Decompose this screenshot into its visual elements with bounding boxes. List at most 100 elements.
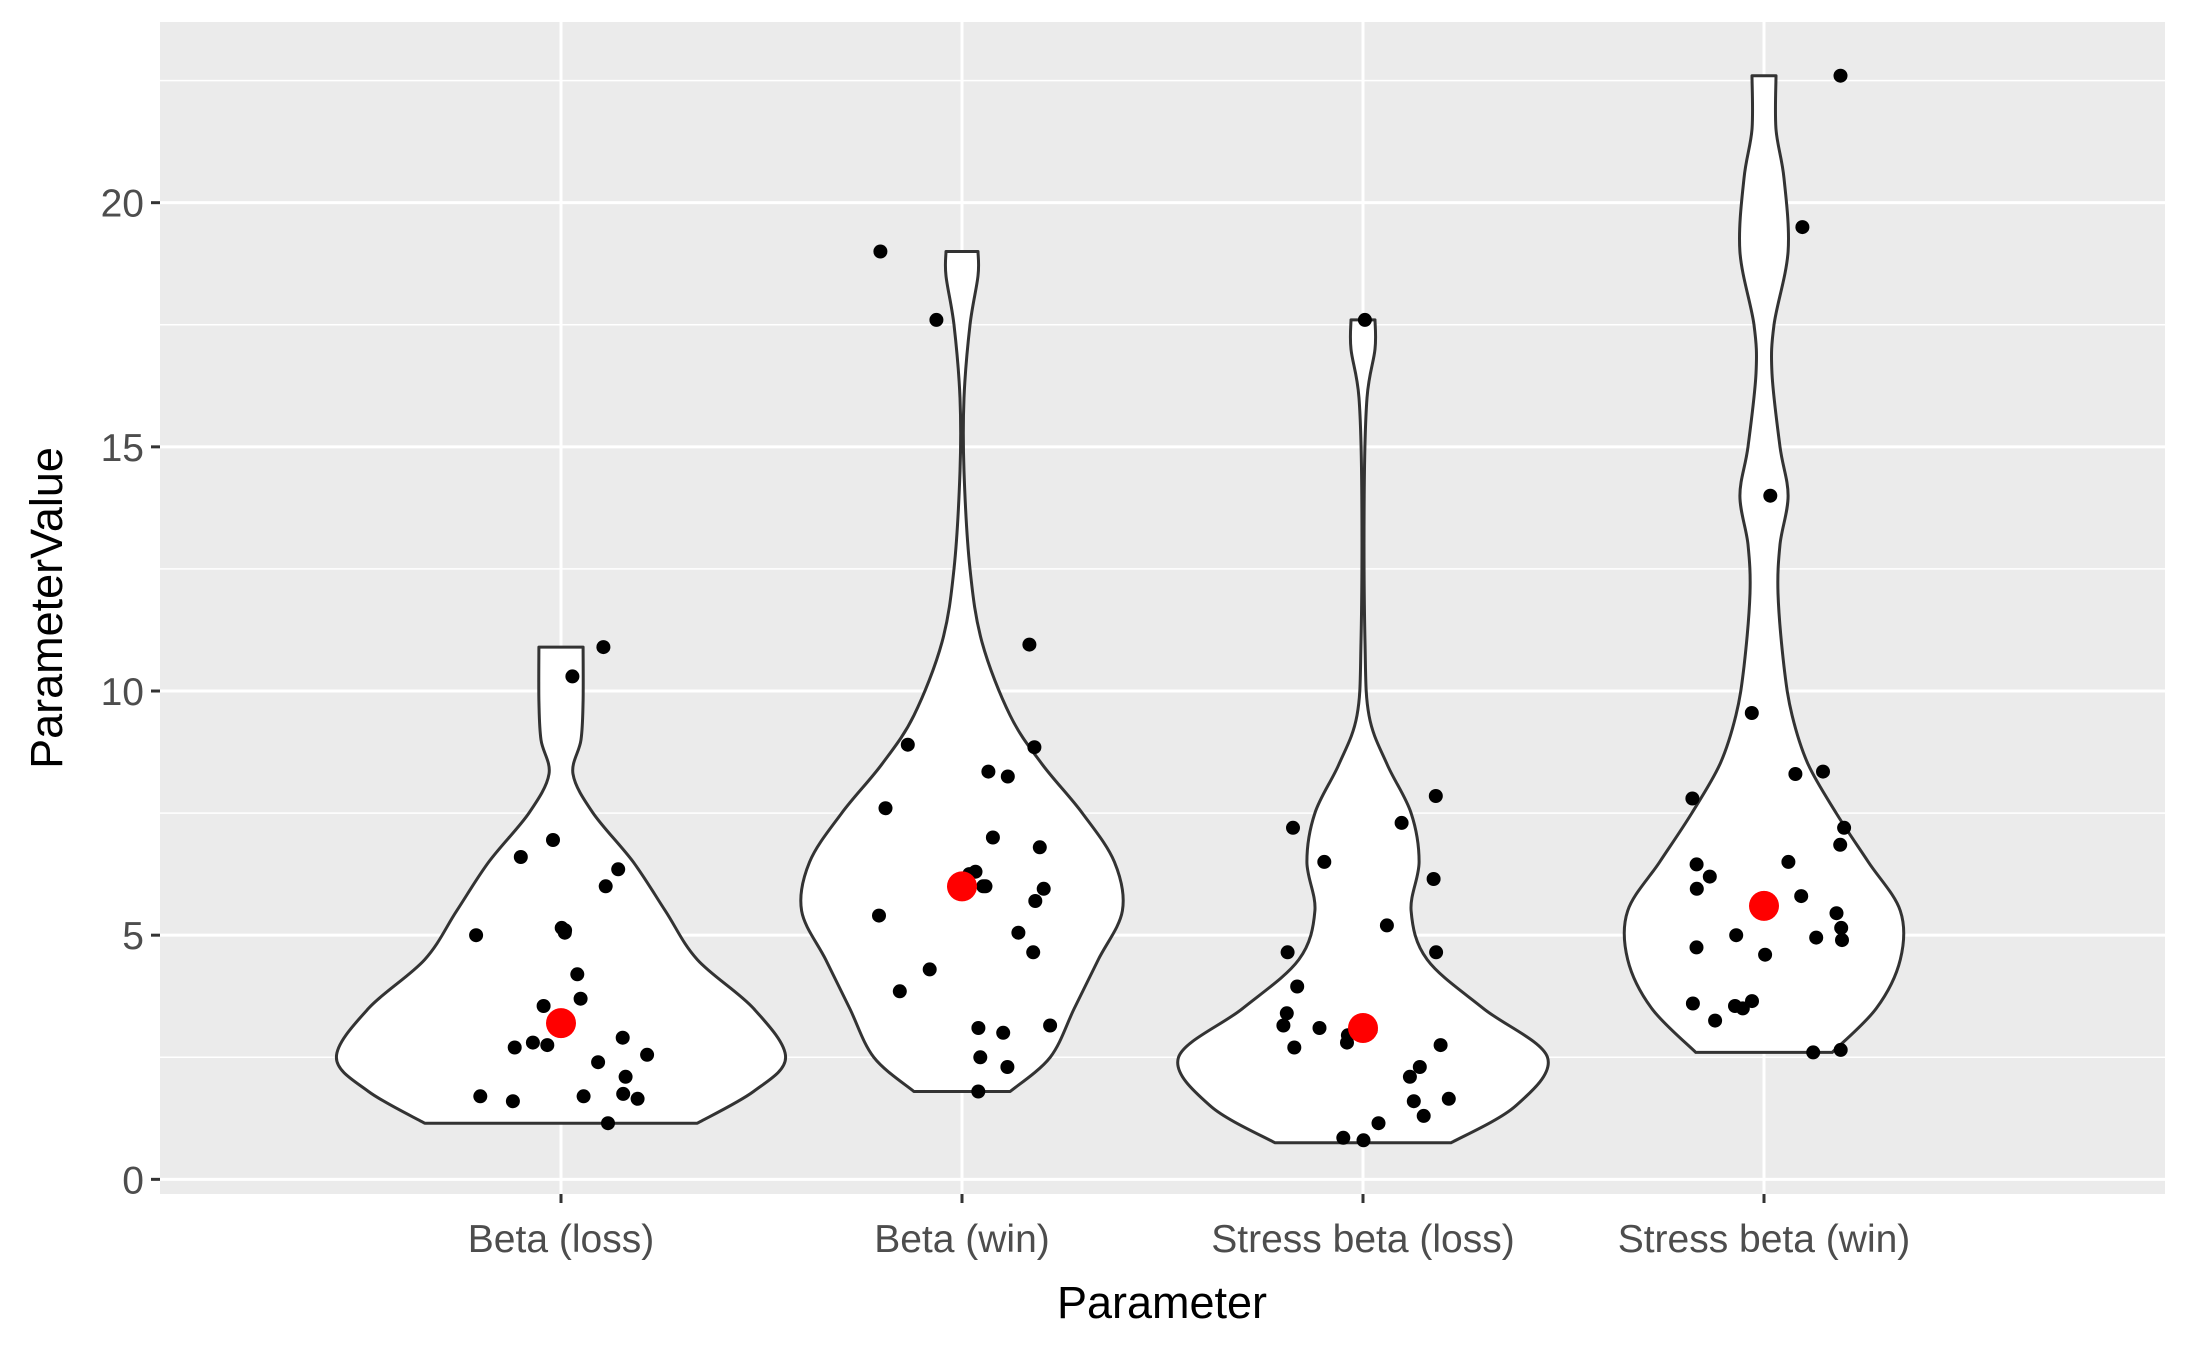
data-point xyxy=(1371,1116,1386,1131)
y-tick-label: 15 xyxy=(101,427,144,470)
data-point xyxy=(922,962,937,977)
mean-points xyxy=(546,871,1779,1043)
data-point xyxy=(1758,947,1773,962)
data-point xyxy=(507,1040,522,1055)
mean-point xyxy=(546,1008,576,1039)
data-point xyxy=(591,1055,606,1070)
violins xyxy=(334,74,1906,1145)
data-point xyxy=(1837,820,1852,835)
data-point xyxy=(1689,881,1704,896)
data-point xyxy=(1011,925,1026,940)
data-point xyxy=(1788,767,1803,781)
data-point xyxy=(1043,1018,1058,1033)
mean-point xyxy=(947,871,977,902)
data-point xyxy=(630,1091,645,1106)
data-point xyxy=(1312,1021,1327,1035)
mean-point xyxy=(1348,1012,1378,1043)
data-point xyxy=(929,312,944,327)
x-tick-label: Beta (loss) xyxy=(468,1218,654,1261)
data-point xyxy=(900,737,915,752)
data-point xyxy=(1833,837,1848,852)
data-point xyxy=(1036,881,1051,896)
mean-point xyxy=(1749,890,1779,921)
data-point xyxy=(1317,854,1332,869)
data-point xyxy=(640,1047,655,1062)
data-point xyxy=(1022,637,1037,652)
data-point xyxy=(1026,945,1041,960)
data-point xyxy=(1708,1013,1723,1028)
data-point xyxy=(1356,1133,1371,1148)
data-point xyxy=(1685,791,1700,806)
data-point xyxy=(1032,840,1047,855)
data-point xyxy=(525,1035,540,1050)
x-axis: Beta (loss) Beta (win) Stress beta (loss) S… xyxy=(468,1194,1910,1261)
data-point xyxy=(473,1089,488,1104)
data-point xyxy=(1286,820,1300,835)
data-point xyxy=(981,764,996,779)
x-axis-title: Parameter xyxy=(1057,1277,1267,1328)
data-point xyxy=(1290,979,1305,994)
data-point xyxy=(976,879,991,894)
data-point xyxy=(596,640,611,655)
data-point xyxy=(1816,764,1830,779)
data-point xyxy=(565,669,580,684)
data-point xyxy=(1027,740,1042,755)
data-point xyxy=(611,862,626,877)
data-point xyxy=(546,833,560,847)
data-point xyxy=(1835,933,1849,948)
data-point xyxy=(1426,872,1441,886)
data-point xyxy=(576,1089,591,1104)
data-point xyxy=(1000,769,1015,784)
data-point xyxy=(971,1021,986,1035)
data-point xyxy=(1340,1035,1354,1050)
data-point xyxy=(1806,1045,1821,1060)
y-axis: 0 5 10 15 20 xyxy=(101,183,160,1202)
data-point xyxy=(1833,68,1848,83)
data-point xyxy=(1279,1006,1294,1021)
data-point xyxy=(1781,854,1796,869)
violin-shape xyxy=(1622,74,1906,1054)
data-point xyxy=(618,1069,633,1084)
data-point xyxy=(513,850,528,864)
data-point xyxy=(892,984,907,999)
violin-shape xyxy=(799,250,1125,1093)
data-point xyxy=(1000,1060,1015,1074)
data-point xyxy=(1406,1094,1421,1109)
data-point xyxy=(1416,1108,1431,1123)
data-point xyxy=(1685,996,1700,1011)
data-point xyxy=(1280,945,1295,960)
data-point xyxy=(1428,789,1443,803)
data-point xyxy=(1702,869,1717,884)
violin-shape xyxy=(334,645,788,1125)
y-tick-label: 5 xyxy=(122,915,144,958)
data-point xyxy=(573,991,588,1006)
data-point xyxy=(557,925,572,940)
y-axis-title: ParameterValue xyxy=(21,447,72,769)
data-point xyxy=(1744,706,1759,720)
data-point xyxy=(1795,220,1810,235)
data-point xyxy=(570,967,585,982)
data-point xyxy=(1829,906,1844,921)
data-point xyxy=(1028,894,1043,908)
data-point xyxy=(1402,1069,1417,1084)
data-point xyxy=(1429,945,1444,960)
data-point xyxy=(878,801,893,816)
data-point xyxy=(536,999,551,1013)
data-point xyxy=(1287,1040,1302,1055)
data-point xyxy=(873,244,888,259)
data-point xyxy=(971,1084,986,1099)
data-point xyxy=(1833,1042,1848,1057)
y-tick-label: 10 xyxy=(101,671,144,714)
data-point xyxy=(1379,918,1394,933)
data-point xyxy=(1336,1130,1351,1145)
data-point xyxy=(616,1086,631,1101)
data-point xyxy=(1834,920,1849,935)
data-point xyxy=(598,879,613,894)
data-point xyxy=(601,1116,615,1131)
data-point xyxy=(1433,1038,1448,1053)
data-point xyxy=(1394,815,1409,830)
data-point xyxy=(1412,1060,1427,1074)
data-point xyxy=(505,1094,520,1109)
y-tick-label: 0 xyxy=(122,1159,144,1202)
